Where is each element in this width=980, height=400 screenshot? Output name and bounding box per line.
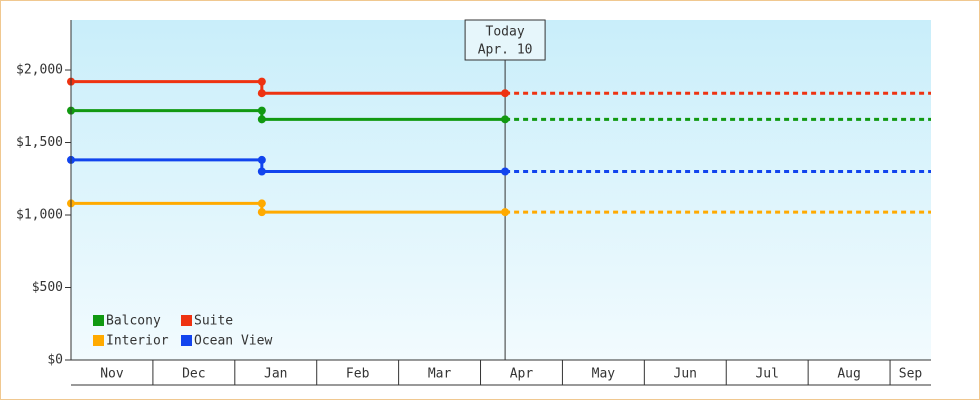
x-tick-label: May [592,367,616,382]
data-point [257,208,266,217]
legend-label: Suite [194,314,233,329]
y-tick-label: $500 [32,280,63,295]
series-line [71,109,506,121]
plot-area [71,20,931,360]
data-point [257,115,266,124]
x-tick-label: Nov [100,367,124,382]
data-point [501,115,510,124]
x-tick-label: Apr [510,367,534,382]
today-label: Today [486,25,525,40]
y-tick-label: $1,500 [16,135,63,150]
data-point [501,167,510,176]
data-point [257,155,266,164]
x-tick-label: Jul [755,367,778,382]
x-tick-label: Mar [428,367,452,382]
data-point [501,208,510,217]
legend-swatch [93,315,104,326]
data-point [257,199,266,208]
x-tick-label: Sep [899,367,923,382]
data-point [257,167,266,176]
x-tick-label: Jan [264,367,287,382]
legend-swatch [181,315,192,326]
data-point [257,106,266,115]
data-point [501,89,510,98]
y-tick-label: $2,000 [16,63,63,78]
today-box [464,19,546,61]
data-point [257,77,266,86]
legend-swatch [181,335,192,346]
x-tick-label: Dec [182,367,205,382]
series-line [71,201,506,214]
x-tick-label: Aug [837,367,860,382]
series-line [71,158,506,174]
y-tick-label: $1,000 [16,208,63,223]
x-tick-label: Feb [346,367,370,382]
data-point [257,89,266,98]
x-tick-label: Jun [674,367,697,382]
legend-label: Interior [106,334,169,349]
legend-label: Ocean View [194,334,272,349]
y-tick-label: $0 [47,353,63,368]
series-line [71,80,506,95]
legend-label: Balcony [106,314,161,329]
legend-swatch [93,335,104,346]
today-date: Apr. 10 [478,43,533,58]
